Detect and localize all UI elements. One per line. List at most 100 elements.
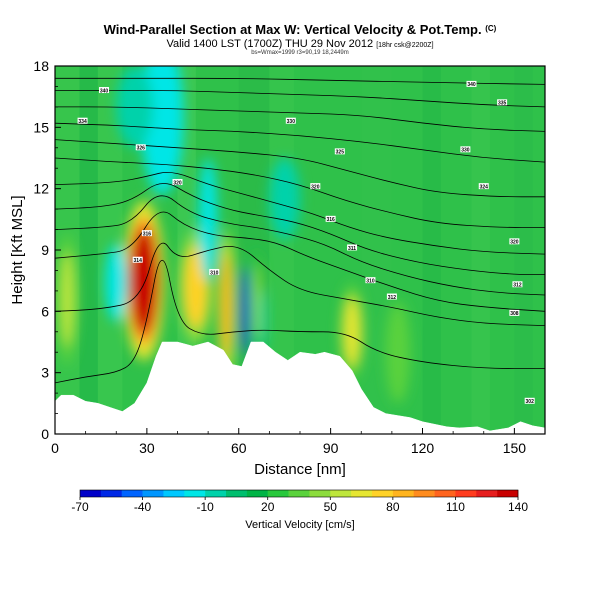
contour-label-box <box>460 146 471 153</box>
contour-label-box <box>132 256 143 263</box>
contour-label-box <box>509 238 520 245</box>
contour-label: 314 <box>134 258 143 264</box>
y-axis-label: Height [Kft MSL] <box>9 195 26 304</box>
y-tick-label: 3 <box>41 365 49 381</box>
contour-label: 310 <box>210 270 219 276</box>
contour-label: 325 <box>336 150 345 156</box>
colorbar-tick-label: -70 <box>71 500 89 514</box>
contour-label-box <box>310 183 321 190</box>
chart-info-line: bs=Wmax=1999 r3=90,19 18,2449m <box>251 50 349 56</box>
x-tick-label: 30 <box>139 440 155 456</box>
contour-label: 312 <box>513 283 522 289</box>
velocity-cell <box>129 227 158 334</box>
colorbar-segment <box>288 490 310 497</box>
isentrope-line <box>55 106 545 132</box>
contour-label: 320 <box>510 240 519 246</box>
velocity-cells <box>57 66 411 404</box>
contour-label-box <box>512 281 523 288</box>
contour-label-box <box>466 80 477 87</box>
y-tick-label: 0 <box>41 426 49 442</box>
contour-label-box <box>334 148 345 155</box>
contour-label: 302 <box>526 399 535 405</box>
velocity-cell <box>343 297 361 367</box>
contour-label: 310 <box>366 278 375 284</box>
contour-label-box <box>172 179 183 186</box>
contour-label: 326 <box>137 146 146 152</box>
contour-labels: 340 334 326 320 316 314 310 330 325 320 316 311 310 3… <box>77 80 535 405</box>
velocity-cell <box>220 254 233 357</box>
title-copyright-mark: (C) <box>485 24 497 33</box>
colorbar-segment <box>372 490 394 497</box>
colorbar-segment <box>184 490 206 497</box>
colorbar-segment <box>142 490 164 497</box>
contour-label-box <box>509 309 520 316</box>
y-tick-label: 12 <box>33 181 49 197</box>
y-tick-label: 6 <box>41 303 49 319</box>
contour-label-box <box>325 215 336 222</box>
contour-label: 334 <box>78 119 87 125</box>
contour-label: 312 <box>388 295 397 301</box>
velocity-cell <box>240 266 249 357</box>
velocity-cell <box>198 158 218 281</box>
contour-label-box <box>285 117 296 124</box>
contour-label: 320 <box>311 184 320 190</box>
shade-band <box>361 66 392 434</box>
forecast-info-text: [18hr csk@2200Z] <box>376 42 434 49</box>
contour-label: 340 <box>100 88 109 94</box>
colorbar-segment <box>392 490 415 497</box>
chart-title: Wind-Parallel Section at Max W: Vertical… <box>0 22 600 37</box>
x-tick-label: 0 <box>51 440 59 456</box>
colorbar-segment <box>226 490 248 497</box>
shade-band <box>514 66 533 434</box>
x-tick-label: 90 <box>323 440 339 456</box>
isentrope-line <box>55 122 545 163</box>
contour-label-box <box>141 230 152 237</box>
velocity-cell <box>269 158 300 240</box>
colorbar-segment <box>121 490 143 497</box>
contour-label: 316 <box>326 217 335 223</box>
colorbar-segment <box>246 490 269 497</box>
colorbar-segment <box>476 490 498 497</box>
isentrope-line <box>55 77 545 85</box>
isentrope-line <box>55 211 545 312</box>
contour-label-box <box>99 87 109 94</box>
isentrope-line <box>55 242 545 326</box>
contour-label-box <box>497 99 508 106</box>
contour-label-box <box>347 244 358 251</box>
isentrope-line <box>55 139 545 198</box>
x-tick-label: 120 <box>411 440 435 456</box>
colorbar-segment <box>413 490 435 497</box>
colorbar-segment <box>80 490 102 497</box>
terrain <box>55 341 545 434</box>
colorbar-tick-label: -10 <box>196 500 214 514</box>
y-axis: 0 3 6 9 12 15 18 <box>33 58 61 442</box>
x-tick-label: 150 <box>503 440 527 456</box>
shade-band <box>79 66 98 434</box>
isentrope-line <box>55 157 545 228</box>
x-tick-label: 60 <box>231 440 247 456</box>
title-text: Wind-Parallel Section at Max W: Vertical… <box>103 22 482 37</box>
valid-time-text: Valid 1400 LST (1700Z) THU 29 Nov 2012 <box>166 38 374 50</box>
contour-label-box <box>478 183 489 190</box>
contour-label: 311 <box>348 246 356 252</box>
velocity-cell <box>259 288 267 351</box>
shade-band <box>471 66 490 434</box>
velocity-cell <box>385 301 411 404</box>
chart-subtitle: Valid 1400 LST (1700Z) THU 29 Nov 2012 [… <box>0 38 600 50</box>
contour-label-box <box>524 397 535 404</box>
colorbar-tick-label: 140 <box>508 500 528 514</box>
velocity-cell <box>60 252 75 347</box>
x-axis-label: Distance [nm] <box>254 461 346 478</box>
contour-label: 330 <box>287 119 296 125</box>
colorbar-label: Vertical Velocity [cm/s] <box>245 519 354 531</box>
contour-label-box <box>135 144 146 151</box>
y-tick-label: 9 <box>41 242 49 258</box>
contour-label-box <box>77 117 88 124</box>
colorbar-segment <box>330 490 352 497</box>
colorbar-segment <box>455 490 477 497</box>
colorbar-tick-label: 50 <box>324 500 338 514</box>
colorbar-segment <box>351 490 373 497</box>
colorbar-segment <box>434 490 456 497</box>
contour-label-box <box>386 293 397 300</box>
